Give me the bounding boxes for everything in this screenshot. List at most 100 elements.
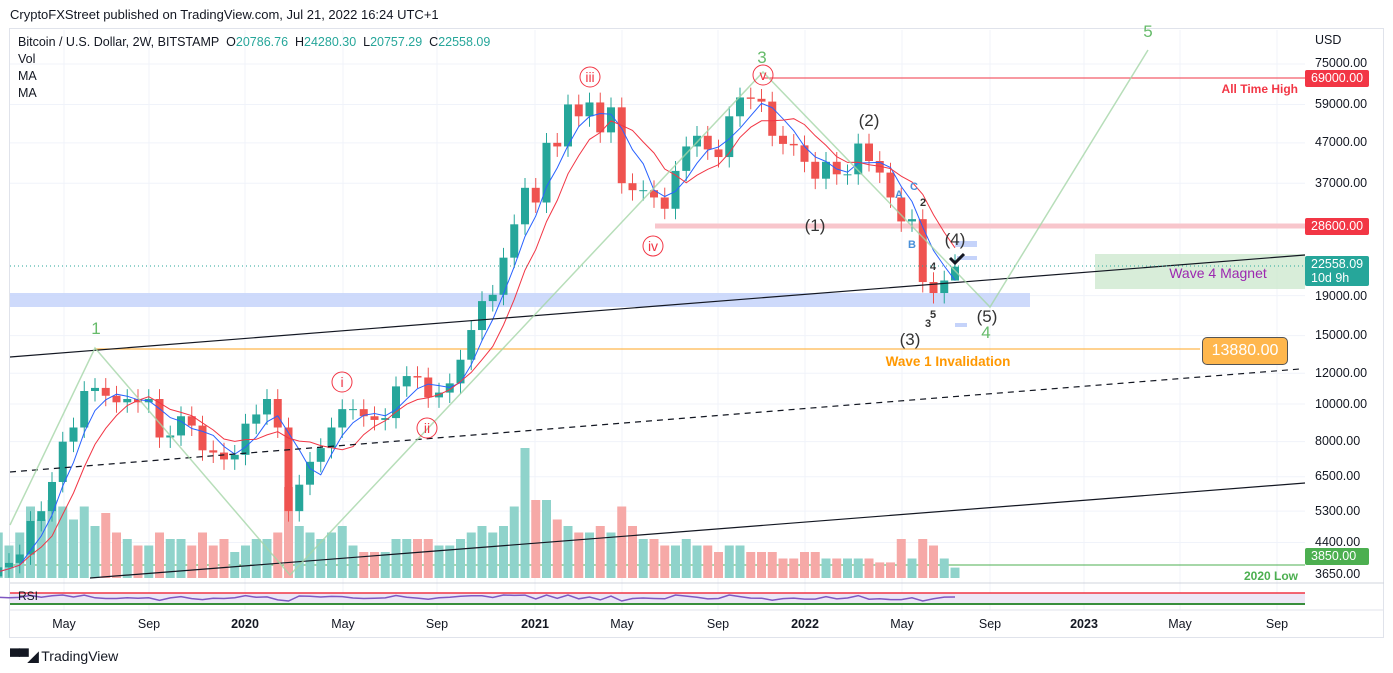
candle-body: [714, 149, 723, 158]
volume-bar: [144, 545, 154, 578]
wave-label-C: C: [910, 181, 918, 193]
candle-body: [521, 187, 529, 225]
candle-body: [91, 387, 99, 392]
candle-body: [553, 142, 562, 147]
candle-body: [252, 414, 261, 424]
volume-bar: [886, 562, 895, 578]
wave-label-iv: iv: [648, 238, 658, 254]
volume-bar: [757, 552, 766, 578]
candle-body: [392, 386, 400, 419]
ma-slow-line: [0, 118, 956, 572]
candle-body: [800, 145, 809, 162]
candle-body: [467, 330, 476, 360]
volume-bar: [165, 539, 175, 578]
marker: [955, 323, 967, 327]
volume-bar: [746, 552, 756, 578]
low2020-label: 2020 Low: [1244, 569, 1299, 583]
elliott-wave-path: [9, 49, 1149, 577]
volume-bar: [714, 552, 723, 578]
candle-body: [338, 409, 347, 428]
candle-body: [155, 399, 164, 438]
volume-bar: [348, 545, 358, 578]
wave-label-(2): (2): [859, 111, 880, 130]
candle-body: [607, 107, 615, 133]
candle-body: [918, 219, 927, 283]
candle-body: [929, 282, 938, 294]
rsi-line: [0, 594, 956, 602]
wave-label-B: B: [908, 239, 916, 251]
ma-indicator-label-2[interactable]: MA: [18, 86, 37, 100]
marker: [957, 256, 977, 260]
tv-logo-icon: ▀▀◢: [10, 648, 39, 664]
candle-body: [478, 301, 486, 331]
candle-body: [187, 416, 196, 426]
wave-label-iii: iii: [585, 69, 594, 85]
invalidation-price-label: 13880.00: [1202, 337, 1288, 365]
volume-bar: [896, 539, 906, 578]
candle-body: [854, 143, 863, 175]
time-tick: Sep: [706, 617, 730, 631]
volume-bar: [520, 448, 530, 578]
candle-body: [327, 427, 336, 449]
volume-bar: [423, 539, 433, 578]
candle-body: [875, 161, 884, 173]
volume-bar: [36, 519, 46, 578]
candle-body: [628, 183, 637, 191]
vol-indicator-label[interactable]: Vol: [18, 52, 36, 66]
price-tick: 5300.00: [1315, 503, 1361, 518]
volume-bar: [853, 558, 863, 578]
wave-label-4: 4: [930, 261, 937, 273]
symbol-name: Bitcoin / U.S. Dollar, 2W, BITSTAMP: [18, 35, 220, 49]
candle-body: [381, 418, 390, 420]
volume-bar: [585, 532, 594, 578]
price-tick: 75000.00: [1315, 56, 1368, 71]
candle-body: [273, 399, 282, 428]
candle-body: [596, 102, 605, 133]
volume-bar: [0, 532, 3, 578]
volume-bar: [875, 562, 885, 578]
candle-body: [80, 391, 89, 428]
ath-label: All Time High: [1222, 82, 1298, 96]
volume-bar: [617, 506, 627, 578]
wave-label-3: 3: [925, 318, 931, 330]
volume-bar: [155, 532, 164, 578]
candle-body: [284, 427, 293, 512]
ma-indicator-label[interactable]: MA: [18, 69, 37, 83]
candle-body: [424, 377, 433, 398]
volume-bar: [327, 532, 336, 578]
wave-label-i: i: [340, 374, 343, 390]
volume-bar: [671, 545, 680, 578]
trendline-dashed: [9, 368, 1301, 473]
tradingview-logo[interactable]: ▀▀◢ TradingView: [10, 648, 118, 665]
candle-body: [746, 97, 755, 99]
candle-body: [15, 554, 24, 563]
candle-body: [220, 452, 228, 460]
wave-label-3: 3: [757, 48, 766, 67]
volume-bar: [434, 545, 444, 578]
volume-bar: [950, 567, 960, 578]
open-label: O: [226, 35, 236, 49]
bar-countdown: 10d 9h: [1311, 271, 1350, 285]
candle-body: [349, 409, 357, 411]
volume-bar: [241, 545, 250, 578]
candle-body: [574, 104, 583, 117]
wave-label-1: 1: [91, 319, 100, 338]
price-tick: 8000.00: [1315, 434, 1361, 449]
volume-bar: [198, 532, 207, 578]
low-label: L: [363, 35, 371, 49]
candle-body: [908, 219, 916, 222]
price-tick: 37000.00: [1315, 175, 1368, 190]
volume-bar: [284, 487, 293, 578]
ma-fast-line: [0, 102, 956, 572]
wave-label-4: 4: [981, 323, 990, 342]
volume-bar: [316, 539, 326, 578]
candle-body: [370, 416, 379, 420]
price-tick: 4400.00: [1315, 535, 1361, 550]
grid: [10, 30, 1305, 610]
candle-body: [897, 197, 906, 222]
candle-body: [564, 104, 572, 147]
symbol-legend[interactable]: Bitcoin / U.S. Dollar, 2W, BITSTAMP O207…: [18, 35, 490, 49]
volume-bar: [918, 539, 928, 578]
wave4-magnet-zone: [1095, 254, 1305, 289]
